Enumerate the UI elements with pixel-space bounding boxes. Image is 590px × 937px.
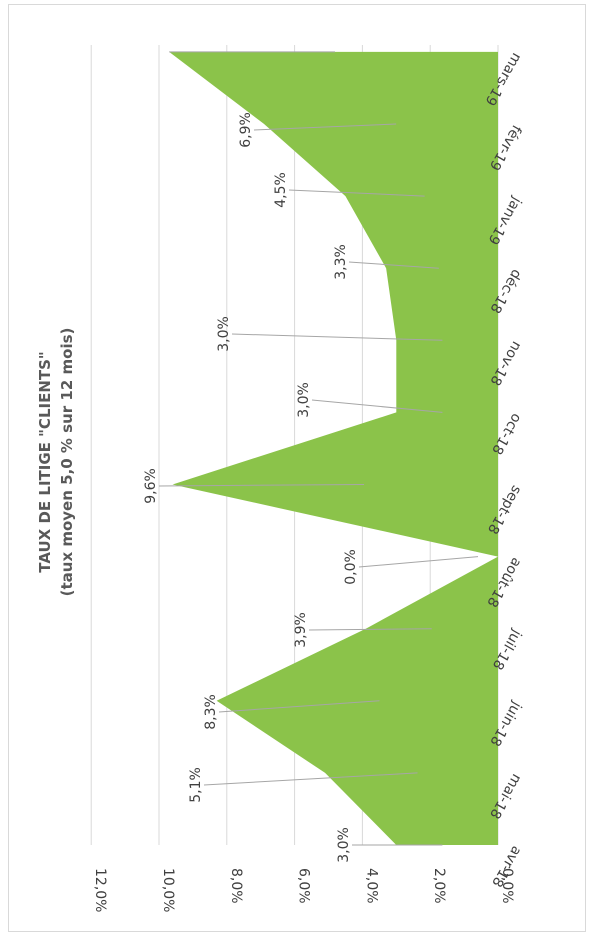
y-tick-label: 0,0% — [499, 868, 515, 904]
leader-line — [231, 333, 443, 341]
leader-line — [158, 484, 365, 487]
area-fill — [169, 51, 499, 845]
y-tick-label: 2,0% — [431, 868, 447, 904]
data-label: 3,9% — [293, 612, 309, 648]
y-tick-label: 12,0% — [92, 868, 108, 912]
chart-border — [8, 4, 586, 932]
chart-title-group: TAUX DE LITIGE "CLIENTS" (taux moyen 5,0… — [36, 328, 76, 597]
chart-title: TAUX DE LITIGE "CLIENTS" — [36, 351, 54, 572]
data-label: 3,0% — [336, 827, 352, 863]
leader-line — [218, 700, 380, 713]
y-axis-ticks: 0,0% 2,0% 4,0% 6,0% 8,0% 10,0% 12,0% — [92, 868, 515, 912]
leader-line — [288, 189, 425, 197]
data-labels: 3,0% 5,1% 8,3% 3,9% 0,0% 9,6% 3,0% 3,0% 3,3% 4,5%… — [143, 112, 359, 863]
data-label: 3,0% — [216, 316, 232, 352]
x-tick-label: avr-18 — [488, 843, 524, 890]
data-label: 5,1% — [188, 767, 204, 803]
leader-line — [253, 123, 397, 131]
data-label: 3,0% — [296, 382, 312, 418]
data-label: 8,3% — [203, 694, 219, 730]
leader-line — [348, 261, 439, 269]
area-series — [169, 51, 499, 845]
data-label: 4,5% — [273, 172, 289, 208]
y-tick-label: 8,0% — [228, 868, 244, 904]
chart-subtitle: (taux moyen 5,0 % sur 12 mois) — [58, 328, 76, 597]
leader-line — [203, 772, 418, 786]
leader-line — [308, 628, 432, 631]
leader-line — [358, 556, 479, 568]
data-label: 0,0% — [343, 549, 359, 585]
data-label: 9,6% — [143, 468, 159, 504]
y-tick-label: 10,0% — [160, 868, 176, 912]
y-tick-label: 6,0% — [296, 868, 312, 904]
label-leader-lines — [158, 51, 479, 846]
data-label: 6,9% — [238, 112, 254, 148]
y-tick-label: 4,0% — [363, 868, 379, 904]
leader-line — [311, 399, 443, 413]
data-label: 3,3% — [333, 244, 349, 280]
